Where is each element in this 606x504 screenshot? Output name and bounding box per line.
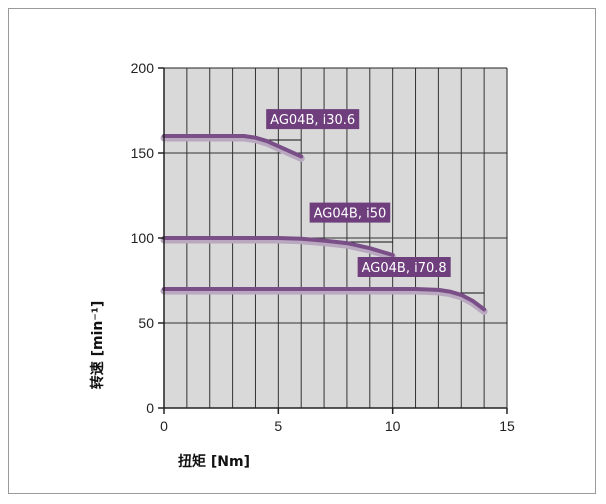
- series-line-2: [162, 236, 395, 257]
- x-axis-title: 扭矩 [Nm]: [178, 453, 250, 470]
- y-axis-title: 转速 [min⁻¹]: [89, 301, 106, 390]
- series-label-text: AG04B, i50: [314, 207, 387, 222]
- x-tick-label: 15: [499, 418, 515, 434]
- series-label-text: AG04B, i30.6: [270, 113, 355, 128]
- y-tick-label: 50: [138, 315, 154, 331]
- series-labels: AG04B, i30.6 AG04B, i50 AG04B, i70.8: [266, 109, 451, 277]
- y-tick-label: 0: [146, 400, 154, 416]
- y-tick-label: 100: [131, 230, 155, 246]
- series-label-1: AG04B, i30.6: [266, 109, 360, 130]
- series-line-1: [162, 134, 304, 159]
- series-label-box: [357, 257, 451, 277]
- y-tick-label: 200: [131, 60, 155, 76]
- axes: [158, 67, 508, 414]
- series-label-box: [309, 202, 391, 223]
- series-label-box: [266, 109, 360, 130]
- x-tick-label: 0: [160, 418, 168, 434]
- series-line-3: [162, 287, 487, 312]
- x-tick-label: 10: [385, 418, 401, 434]
- series-lines: [160, 134, 488, 315]
- series-label-3: AG04B, i70.8: [357, 257, 451, 277]
- tick-labels: 0 50 100 150 200 0 5 10 15: [131, 60, 515, 434]
- x-tick-label: 5: [274, 418, 282, 434]
- series-label-2: AG04B, i50: [309, 202, 391, 223]
- y-tick-label: 150: [131, 145, 155, 161]
- series-label-text: AG04B, i70.8: [362, 261, 447, 276]
